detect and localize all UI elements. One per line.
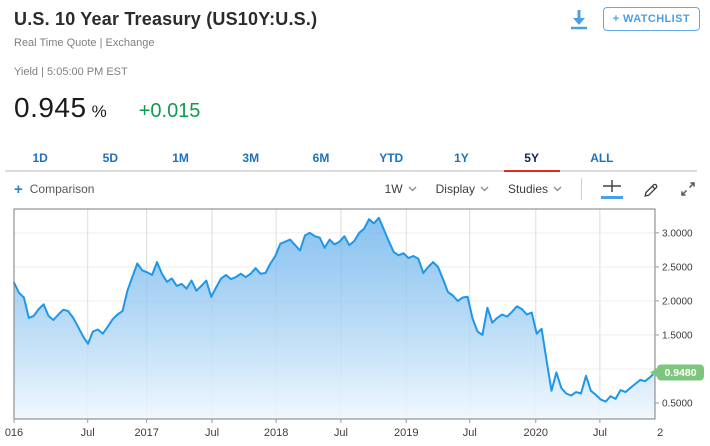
- svg-text:Jul: Jul: [463, 427, 477, 439]
- plus-icon: +: [14, 180, 23, 198]
- comparison-button[interactable]: + Comparison: [14, 182, 94, 197]
- price-unit: %: [91, 102, 107, 121]
- range-tabs: 1D 5D 1M 3M 6M YTD 1Y 5Y ALL: [5, 146, 637, 172]
- svg-text:2: 2: [657, 427, 663, 439]
- chevron-down-icon: [553, 186, 562, 192]
- header-actions: + WATCHLIST: [567, 7, 700, 31]
- expand-icon: [681, 182, 695, 196]
- svg-text:0.5000: 0.5000: [662, 399, 693, 410]
- crosshair-icon: [603, 180, 621, 193]
- chart-toolbar: + Comparison 1W Display Studies: [14, 176, 696, 202]
- display-dropdown[interactable]: Display: [436, 182, 489, 196]
- tab-3m[interactable]: 3M: [242, 151, 260, 165]
- interval-label: 1W: [384, 182, 403, 196]
- quote-time-label: Yield | 5:05:00 PM EST: [14, 66, 128, 78]
- tab-6m[interactable]: 6M: [312, 151, 330, 165]
- price-row: 0.945 % +0.015: [14, 92, 200, 124]
- price-change: +0.015: [138, 100, 201, 122]
- svg-text:2.0000: 2.0000: [662, 296, 693, 307]
- svg-text:2020: 2020: [524, 427, 548, 439]
- studies-dropdown[interactable]: Studies: [508, 182, 562, 196]
- download-icon: [570, 10, 587, 30]
- draw-tool-button[interactable]: [642, 180, 661, 199]
- chevron-down-icon: [480, 186, 489, 192]
- svg-text:2.5000: 2.5000: [662, 262, 693, 273]
- interval-dropdown[interactable]: 1W: [385, 182, 417, 196]
- tab-all[interactable]: ALL: [590, 151, 614, 165]
- price-value: 0.945: [14, 92, 87, 123]
- download-button[interactable]: [567, 7, 591, 31]
- chart-tools: 1W Display Studies: [385, 178, 696, 200]
- price-chart[interactable]: 3.00002.50002.00001.50001.00000.5000016J…: [0, 200, 710, 446]
- tab-5y[interactable]: 5Y: [497, 146, 567, 172]
- tab-1m[interactable]: 1M: [172, 151, 189, 165]
- toolbar-divider: [581, 178, 582, 200]
- svg-text:Jul: Jul: [334, 427, 348, 439]
- chevron-down-icon: [408, 186, 417, 192]
- svg-text:2017: 2017: [134, 427, 158, 439]
- tabs-underline: [5, 170, 697, 172]
- tab-5d[interactable]: 5D: [102, 151, 118, 165]
- fullscreen-button[interactable]: [680, 181, 696, 197]
- svg-text:3.0000: 3.0000: [662, 228, 693, 239]
- tab-ytd[interactable]: YTD: [379, 151, 404, 165]
- page-title: U.S. 10 Year Treasury (US10Y:U.S.): [14, 9, 318, 29]
- tab-1d[interactable]: 1D: [32, 151, 48, 165]
- quote-source: Real Time Quote | Exchange: [14, 37, 155, 49]
- svg-text:Jul: Jul: [205, 427, 219, 439]
- display-label: Display: [435, 182, 475, 196]
- pencil-icon: [644, 183, 658, 197]
- active-tool-indicator: [601, 196, 623, 199]
- svg-text:2019: 2019: [394, 427, 418, 439]
- svg-text:Jul: Jul: [593, 427, 607, 439]
- crosshair-tool-button[interactable]: [601, 179, 623, 199]
- chart-area: 3.00002.50002.00001.50001.00000.5000016J…: [0, 200, 710, 446]
- svg-text:0.9480: 0.9480: [664, 367, 696, 379]
- svg-text:1.5000: 1.5000: [662, 330, 693, 341]
- svg-text:016: 016: [5, 427, 23, 439]
- studies-label: Studies: [507, 182, 548, 196]
- add-watchlist-button[interactable]: + WATCHLIST: [602, 7, 700, 31]
- svg-text:Jul: Jul: [81, 427, 95, 439]
- tab-1y[interactable]: 1Y: [454, 151, 469, 165]
- comparison-label: Comparison: [29, 182, 95, 196]
- svg-text:2018: 2018: [264, 427, 288, 439]
